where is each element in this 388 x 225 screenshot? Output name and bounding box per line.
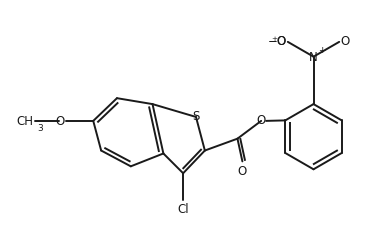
Text: +: + [319,45,326,54]
Text: S: S [192,110,200,123]
Text: O: O [256,114,266,127]
Text: O: O [340,35,350,48]
Text: 3: 3 [37,123,43,132]
Text: N: N [309,51,318,64]
Text: O: O [55,115,65,128]
Text: ⁺O: ⁺O [272,35,287,48]
Text: CH: CH [16,115,33,128]
Text: −O: −O [268,35,287,48]
Text: Cl: Cl [177,202,189,215]
Text: O: O [238,165,247,178]
